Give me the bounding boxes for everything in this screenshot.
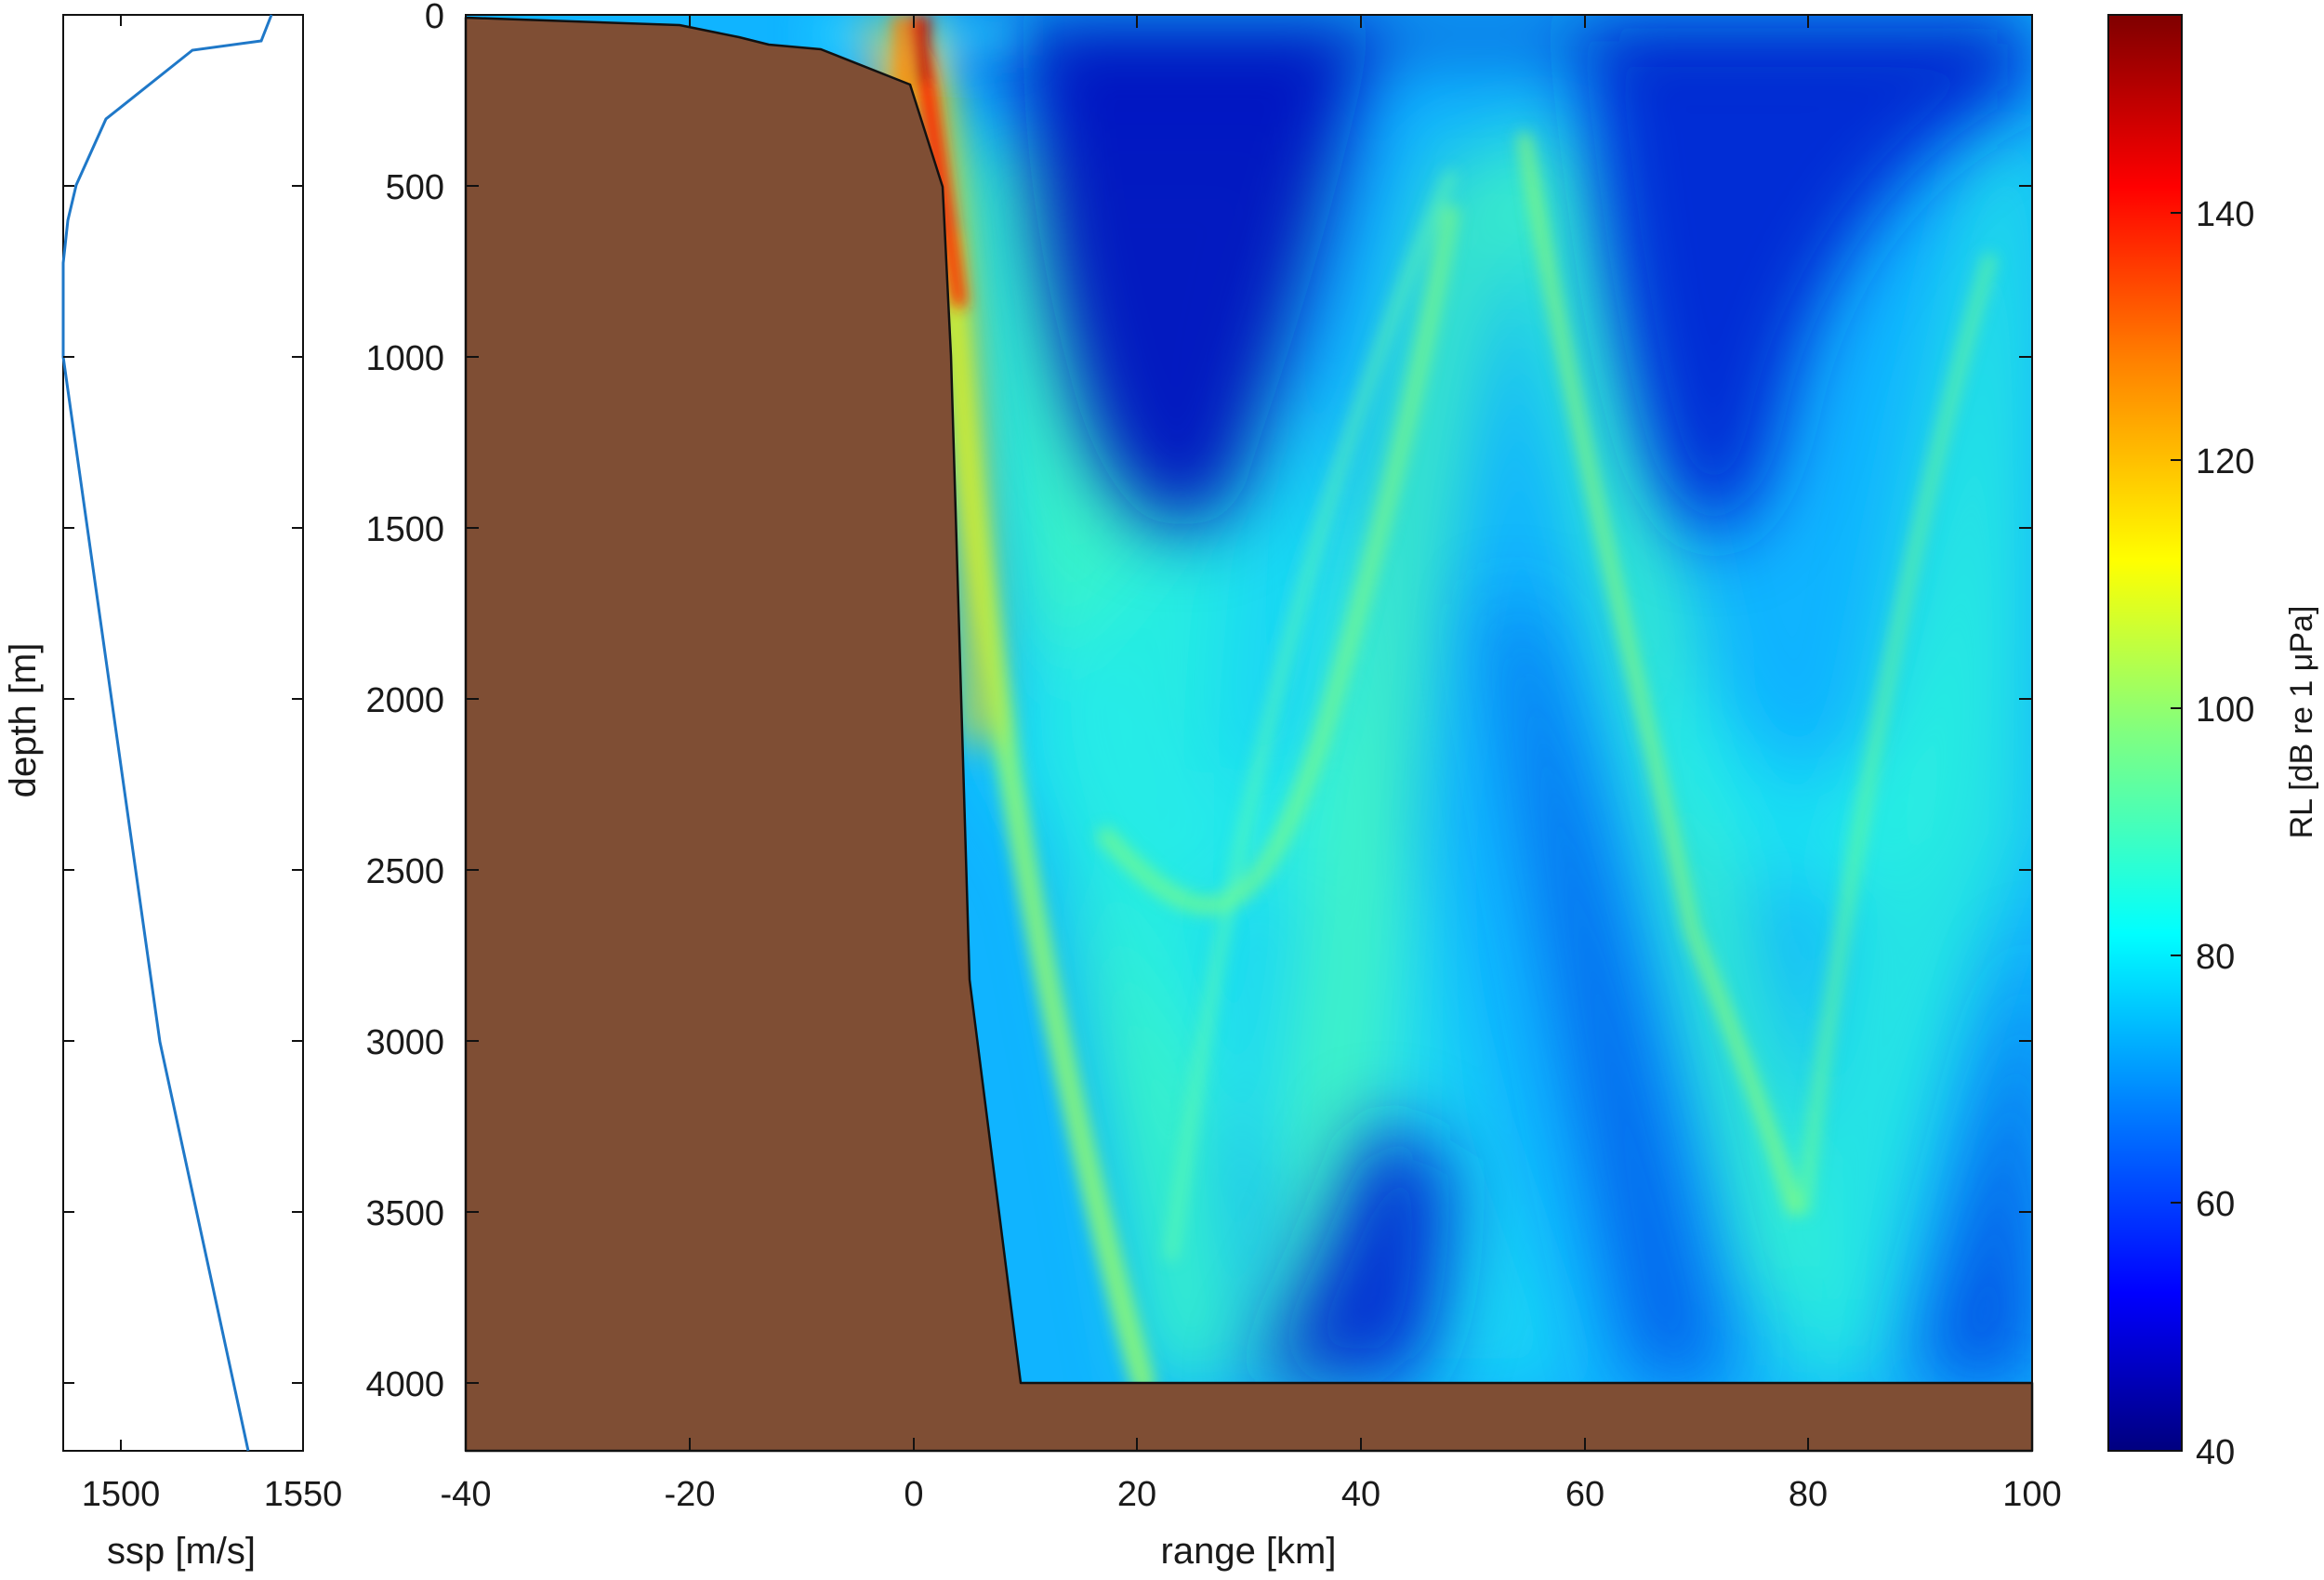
xtick-0: 0 bbox=[904, 1475, 923, 1514]
xtick-60: 60 bbox=[1565, 1475, 1604, 1514]
ytick-2500: 2500 bbox=[365, 852, 444, 891]
ssp-xlabel: ssp [m/s] bbox=[107, 1531, 256, 1572]
xtick-80: 80 bbox=[1789, 1475, 1828, 1514]
ssp-line bbox=[61, 14, 273, 1452]
ssp-panel: 1500 1550 ssp [m/s] depth [m] bbox=[3, 14, 343, 1572]
colorbar-ticks bbox=[2171, 212, 2182, 1204]
rl-heatmap bbox=[466, 15, 2032, 1451]
xtick-20: 20 bbox=[1117, 1475, 1156, 1514]
colorbar-gradient bbox=[2107, 14, 2183, 1452]
xtick-neg20: -20 bbox=[665, 1475, 716, 1514]
main-ytick-labels: 0 500 1000 1500 2000 2500 3000 3500 4000 bbox=[365, 0, 444, 1404]
xtick-40: 40 bbox=[1341, 1475, 1380, 1514]
ytick-1000: 1000 bbox=[365, 339, 444, 378]
cb-tick-40: 40 bbox=[2196, 1433, 2235, 1472]
colorbar-label: RL [dB re 1 μPa] bbox=[2284, 606, 2319, 839]
ytick-2000: 2000 bbox=[365, 681, 444, 720]
ssp-axes-box bbox=[62, 14, 304, 1452]
ytick-3000: 3000 bbox=[365, 1023, 444, 1062]
main-ticks bbox=[466, 15, 2032, 1451]
ytick-4000: 4000 bbox=[365, 1365, 444, 1404]
main-xtick-labels: -40 -20 0 20 40 60 80 100 bbox=[441, 1475, 2062, 1514]
depth-ylabel: depth [m] bbox=[3, 643, 44, 798]
cb-tick-120: 120 bbox=[2196, 442, 2254, 481]
ssp-xtick-1550: 1550 bbox=[264, 1475, 343, 1514]
cb-tick-140: 140 bbox=[2196, 195, 2254, 234]
ytick-1500: 1500 bbox=[365, 510, 444, 549]
xtick-neg40: -40 bbox=[441, 1475, 492, 1514]
xtick-100: 100 bbox=[2002, 1475, 2061, 1514]
cb-tick-100: 100 bbox=[2196, 691, 2254, 730]
ytick-0: 0 bbox=[425, 0, 444, 36]
ytick-3500: 3500 bbox=[365, 1194, 444, 1233]
ytick-500: 500 bbox=[386, 168, 444, 207]
ssp-xtick-1500: 1500 bbox=[82, 1475, 161, 1514]
main-axes-box bbox=[465, 14, 2033, 1452]
range-xlabel: range [km] bbox=[1161, 1531, 1337, 1572]
ssp-y-ticks bbox=[63, 15, 303, 1451]
colorbar: 140 120 100 80 60 40 RL [dB re 1 μPa] bbox=[2107, 14, 2319, 1472]
cb-tick-80: 80 bbox=[2196, 938, 2235, 977]
cb-tick-60: 60 bbox=[2196, 1185, 2235, 1224]
rl-field-panel: 0 500 1000 1500 2000 2500 3000 3500 4000… bbox=[365, 0, 2061, 1572]
